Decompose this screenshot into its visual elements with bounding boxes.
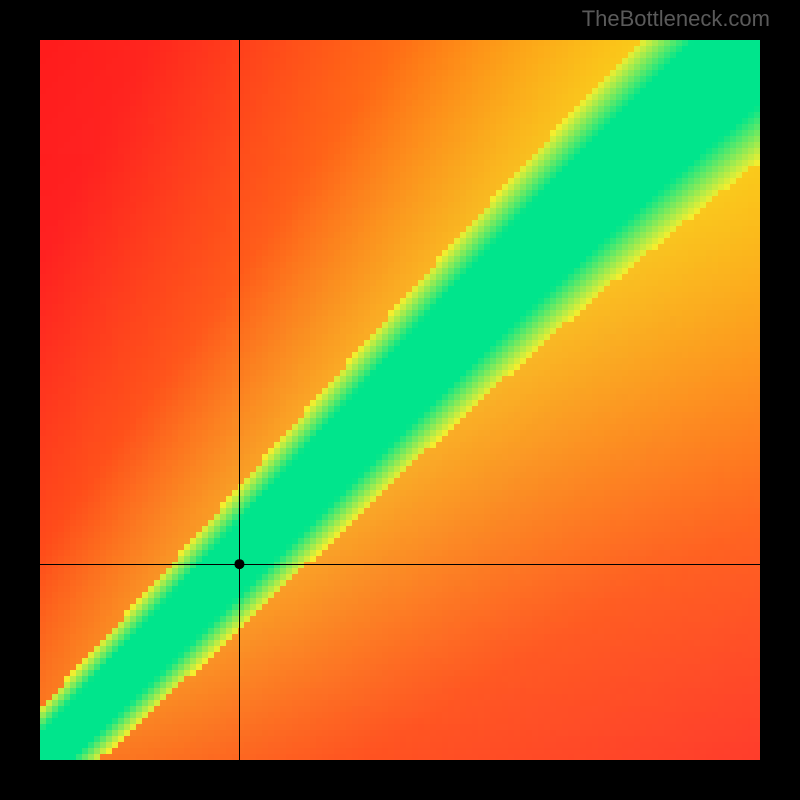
chart-root: TheBottleneck.com [0, 0, 800, 800]
watermark-label: TheBottleneck.com [582, 6, 770, 32]
heatmap-canvas [40, 40, 760, 760]
heatmap-plot [40, 40, 760, 760]
